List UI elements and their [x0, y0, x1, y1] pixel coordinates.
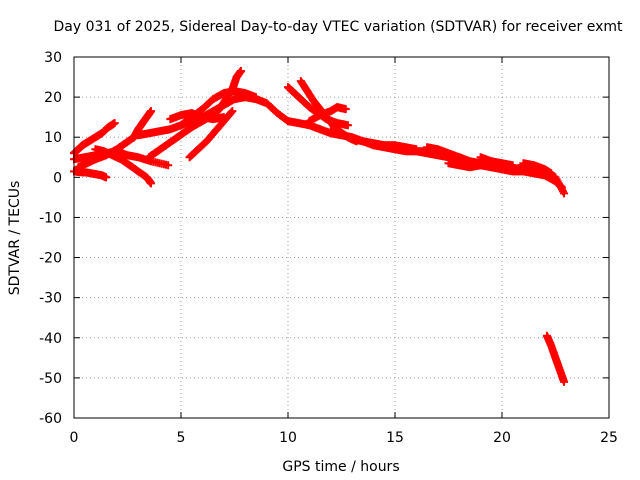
series-arc03: [70, 167, 111, 182]
data-point: [341, 105, 350, 114]
series-arc18: [444, 159, 485, 172]
series-arc06: [129, 107, 156, 142]
data-point: [412, 145, 421, 154]
chart-title: Day 031 of 2025, Sidereal Day-to-day VTE…: [54, 19, 624, 35]
series-arc11: [185, 107, 237, 162]
data-point: [459, 155, 468, 164]
data-point: [228, 107, 237, 116]
y-tick-label: 0: [53, 170, 62, 186]
series-arc20: [519, 159, 556, 178]
x-tick-label: 10: [279, 430, 297, 446]
x-tick-label: 0: [70, 430, 79, 446]
x-tick-label: 15: [386, 430, 404, 446]
series-arc09: [177, 87, 260, 130]
y-tick-label: -40: [39, 331, 62, 347]
series-arc05: [91, 145, 156, 188]
plot-frame: [73, 56, 610, 419]
y-tick-label: -30: [39, 291, 62, 307]
x-tick-label: 5: [177, 430, 186, 446]
data-point: [164, 161, 173, 170]
x-axis-label: GPS time / hours: [282, 459, 399, 475]
y-tick-label: 20: [44, 90, 62, 106]
y-tick-label: -10: [39, 210, 62, 226]
data-point: [147, 179, 156, 188]
x-tick-label: 20: [493, 430, 511, 446]
data-layer: [70, 67, 569, 386]
series-arc19: [476, 153, 517, 170]
y-tick-label: -20: [39, 251, 62, 267]
series-arc14: [305, 103, 350, 126]
data-point: [236, 67, 245, 76]
series-arc16: [369, 141, 421, 154]
y-tick-label: 30: [44, 50, 62, 66]
data-point: [560, 189, 569, 198]
x-tick-label: 25: [600, 430, 618, 446]
y-axis-label: SDTVAR / TECUs: [7, 181, 23, 296]
grid-layer: [74, 57, 609, 418]
data-point: [343, 121, 352, 130]
data-point: [560, 377, 569, 386]
series-arc17: [423, 143, 468, 164]
series-arc21: [542, 331, 569, 386]
series-arc02: [70, 119, 119, 158]
data-point: [102, 173, 111, 182]
data-point: [508, 161, 517, 170]
y-tick-label: -60: [39, 411, 62, 427]
y-tick-label: 10: [44, 130, 62, 146]
data-point: [147, 107, 156, 116]
data-point: [110, 119, 119, 128]
data-point: [251, 93, 260, 102]
data-point: [227, 108, 236, 117]
data-point: [476, 161, 485, 170]
y-tick-label: -50: [39, 371, 62, 387]
data-point: [547, 169, 556, 178]
tick-layer: 0 5 10 15 20 25 -60 -50 -40 -30 -20 -10 0 10 20 30: [39, 50, 618, 446]
